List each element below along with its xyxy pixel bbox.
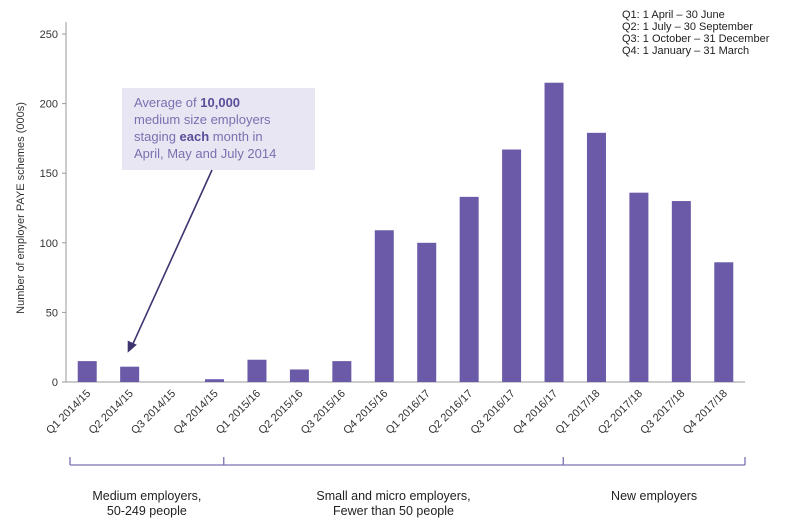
x-tick-label: Q1 2017/18	[553, 388, 602, 437]
x-tick-label: Q4 2016/17	[511, 388, 560, 437]
group-label: Medium employers,	[92, 489, 201, 503]
x-tick-label: Q1 2015/16	[214, 388, 263, 437]
bar	[417, 242, 437, 382]
annotation-text: Average of	[134, 95, 200, 110]
quarter-note: Q2: 1 July – 30 September	[622, 21, 753, 33]
y-tick-label: 250	[40, 29, 58, 41]
group-label: 50-249 people	[107, 504, 187, 518]
quarter-note: Q3: 1 October – 31 December	[622, 33, 770, 45]
bar	[459, 196, 479, 382]
x-tick-label: Q4 2014/15	[172, 388, 221, 437]
y-tick-label: 150	[40, 168, 58, 180]
bar	[205, 379, 225, 382]
y-axis: 0 50 100 150 200 250 Number of employer PAYE s…	[15, 22, 745, 389]
bar	[120, 366, 140, 382]
x-tick-label: Q3 2017/18	[638, 388, 687, 437]
annotation-line: staging each month in	[134, 129, 263, 144]
x-tick-label: Q4 2015/16	[341, 388, 390, 437]
x-tick-label: Q1 2014/15	[44, 388, 93, 437]
annotation-emphasis: 10,000	[200, 95, 240, 110]
annotation-text: April, May and July 2014	[134, 146, 276, 161]
y-tick-label: 200	[40, 99, 58, 111]
group-label: Fewer than 50 people	[333, 504, 454, 518]
annotation-text: medium size employers	[134, 112, 271, 127]
annotation-line: Average of 10,000	[134, 95, 240, 110]
annotation-text: month in	[209, 129, 262, 144]
group-label: Small and micro employers,	[316, 489, 470, 503]
bar	[544, 82, 564, 382]
y-tick-label: 0	[52, 377, 58, 389]
bar	[77, 361, 97, 382]
x-tick-label: Q2 2015/16	[256, 388, 305, 437]
bar	[289, 369, 309, 382]
x-tick-label: Q2 2017/18	[596, 388, 645, 437]
bar	[714, 262, 734, 382]
bar	[586, 132, 606, 382]
annotation-text: staging	[134, 129, 180, 144]
x-tick-label: Q3 2014/15	[129, 388, 178, 437]
x-tick-label: Q2 2016/17	[426, 388, 475, 437]
x-tick-label: Q2 2014/15	[87, 388, 136, 437]
bar	[629, 192, 649, 382]
group-label: New employers	[611, 489, 697, 503]
quarter-note: Q1: 1 April – 30 June	[622, 9, 725, 21]
annotation: Average of 10,000 medium size employers st…	[122, 88, 315, 353]
bar	[671, 201, 691, 382]
x-tick-label: Q1 2016/17	[384, 388, 433, 437]
x-tick-label: Q3 2015/16	[299, 388, 348, 437]
annotation-box	[122, 88, 315, 170]
annotation-line: April, May and July 2014	[134, 146, 276, 161]
annotation-arrow-head	[127, 340, 137, 353]
bar	[247, 359, 267, 382]
quarter-note: Q4: 1 January – 31 March	[622, 45, 749, 57]
annotation-arrow-line	[130, 169, 213, 348]
bars	[77, 82, 734, 382]
annotation-emphasis: each	[180, 129, 210, 144]
x-tick-label: Q3 2016/17	[469, 388, 518, 437]
y-tick-label: 100	[40, 238, 58, 250]
y-axis-title: Number of employer PAYE schemes (000s)	[15, 102, 27, 314]
bar	[374, 230, 394, 382]
bar	[502, 149, 522, 382]
annotation-line: medium size employers	[134, 112, 271, 127]
x-tick-label: Q4 2017/18	[681, 388, 730, 437]
y-tick-label: 50	[46, 307, 58, 319]
employer-groups: Medium employers,50-249 people Small and …	[69, 457, 746, 518]
bar	[332, 361, 352, 382]
